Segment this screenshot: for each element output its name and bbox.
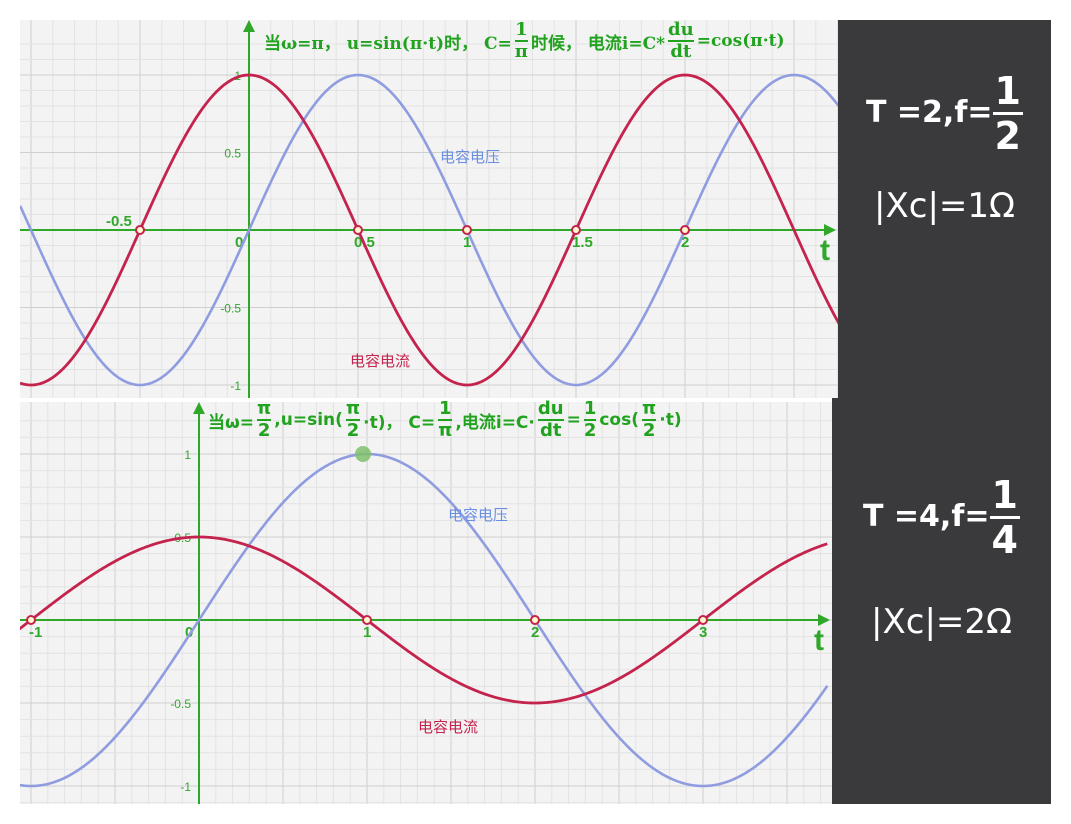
top-crossing-marker — [135, 225, 145, 235]
side-panel-bottom: T =4,f= 1 4 |Xc|=2Ω — [832, 398, 1051, 804]
top-x-tick-label: 0 — [235, 234, 243, 251]
top-x-tick-label: 1 — [463, 234, 471, 251]
top-formula-derivative: du dt — [668, 21, 694, 61]
bottom-formula: 当ω= π 2 ,u=sin( π 2 ·t)， C= 1 π ,电流i=C· … — [208, 398, 682, 442]
bottom-x-tick-label: 2 — [531, 624, 539, 641]
top-x-axis-arrow — [824, 224, 836, 236]
bottom-formula-p7: ·t) — [659, 410, 682, 430]
bottom-formula-p4: ,电流i=C· — [455, 412, 535, 433]
bottom-y-axis-arrow — [193, 402, 205, 414]
bottom-formula-h-den: 2 — [583, 420, 597, 441]
side-top-reactance: |Xc|=1Ω — [874, 186, 1015, 226]
bottom-crossing-marker — [362, 615, 372, 625]
top-formula-mid: 时候， 电流i=C* — [530, 33, 666, 54]
bottom-formula-omega-fraction: π 2 — [257, 398, 272, 441]
top-crossing-marker — [353, 225, 363, 235]
top-formula-suffix: =cos(π·t) — [696, 31, 785, 51]
top-y-axis-arrow — [243, 20, 255, 32]
bottom-formula-s-num: π — [345, 398, 361, 421]
top-chart-background — [20, 20, 838, 398]
bottom-formula-d-den: dt — [539, 420, 562, 441]
bottom-formula-k-num: π — [642, 398, 657, 421]
bottom-highlight-point — [355, 446, 371, 462]
top-x-tick-label: 2 — [681, 234, 689, 251]
bottom-formula-sin-fraction: π 2 — [345, 398, 361, 441]
bottom-crossing-marker — [26, 615, 36, 625]
bottom-formula-c-num: 1 — [438, 398, 453, 421]
top-crossing-marker — [462, 225, 472, 235]
top-formula-c-num: 1 — [514, 19, 528, 42]
top-current-label: 电容电流 — [350, 353, 410, 370]
bottom-formula-h-num: 1 — [583, 398, 597, 421]
top-y-tick-label: 0.5 — [224, 147, 241, 161]
bottom-formula-derivative: du dt — [537, 398, 564, 441]
side-bottom-f-den: 4 — [991, 518, 1018, 562]
top-formula-d-num: du — [668, 19, 694, 42]
top-formula: 当ω=π， u=sin(π·t)时， C= 1 π 时候， 电流i=C* du … — [264, 20, 785, 62]
top-formula-c-fraction: 1 π — [514, 19, 528, 62]
top-formula-c-den: π — [514, 41, 528, 62]
top-voltage-label: 电容电压 — [440, 149, 500, 166]
bottom-y-tick-label: -1 — [180, 780, 191, 794]
bottom-formula-p5: = — [566, 410, 581, 430]
top-xlabel: t — [820, 234, 830, 267]
top-crossing-marker — [680, 225, 690, 235]
side-top-f-den: 2 — [994, 114, 1021, 158]
bottom-formula-p1: 当ω= — [208, 412, 255, 433]
side-bottom-f-num: 1 — [989, 473, 1020, 519]
bottom-formula-w-num: π — [257, 398, 272, 421]
bottom-grid — [20, 402, 832, 804]
bottom-formula-c-den: π — [438, 420, 453, 441]
bottom-current-label: 电容电流 — [418, 719, 478, 736]
bottom-x-tick-label: 3 — [699, 624, 707, 641]
bottom-xlabel: t — [814, 624, 824, 657]
top-series-current-line — [20, 73, 838, 387]
bottom-y-tick-label: -0.5 — [170, 697, 191, 711]
bottom-formula-p6: cos( — [599, 410, 640, 430]
top-formula-d-den: dt — [670, 41, 692, 62]
side-top-f-num: 1 — [992, 69, 1023, 115]
bottom-formula-p3: ·t)， C= — [363, 412, 436, 433]
bottom-formula-s-den: 2 — [346, 420, 360, 441]
bottom-formula-k-den: 2 — [642, 420, 656, 441]
bottom-y-tick-label: 1 — [184, 448, 191, 462]
bottom-formula-p2: ,u=sin( — [274, 410, 343, 430]
bottom-crossing-marker — [530, 615, 540, 625]
bottom-formula-c-fraction: 1 π — [438, 398, 453, 441]
top-grid — [20, 20, 838, 398]
top-x-tick-label: -0.5 — [106, 213, 132, 230]
top-y-tick-label: -1 — [230, 379, 241, 393]
top-y-tick-label: -0.5 — [220, 302, 241, 316]
bottom-series-current-line — [20, 535, 828, 705]
side-bottom-period-frequency: T =4,f= 1 4 — [832, 476, 1051, 559]
top-formula-prefix: 当ω=π， u=sin(π·t)时， C= — [264, 33, 512, 54]
bottom-voltage-label: 电容电压 — [448, 507, 508, 524]
side-bottom-reactance: |Xc|=2Ω — [871, 602, 1012, 642]
bottom-x-tick-label: -1 — [29, 624, 42, 641]
side-bottom-tf-text: T =4,f= — [863, 499, 990, 534]
bottom-crossing-marker — [698, 615, 708, 625]
top-series-voltage-line — [20, 73, 838, 387]
bottom-formula-d-num: du — [537, 398, 564, 421]
side-top-tf-text: T =2,f= — [866, 95, 993, 130]
bottom-formula-half-fraction: 1 2 — [583, 398, 597, 441]
video-frame: t -0.5 0 0.5 1 1.5 2 1 0.5 -0.5 -1 电容电压 电容电流 t -1 0 1 2 3… — [20, 20, 1051, 804]
bottom-x-tick-label: 0 — [185, 624, 193, 641]
bottom-x-axis-arrow — [818, 614, 830, 626]
top-x-tick-label: 1.5 — [572, 234, 593, 251]
bottom-series-voltage-line — [20, 452, 829, 788]
top-crossing-marker — [571, 225, 581, 235]
bottom-x-tick-label: 1 — [363, 624, 371, 641]
bottom-formula-w-den: 2 — [257, 420, 271, 441]
bottom-formula-cos-fraction: π 2 — [642, 398, 657, 441]
side-top-period-frequency: T =2,f= 1 2 — [838, 72, 1051, 155]
side-panel-top: T =2,f= 1 2 |Xc|=1Ω — [838, 20, 1051, 398]
